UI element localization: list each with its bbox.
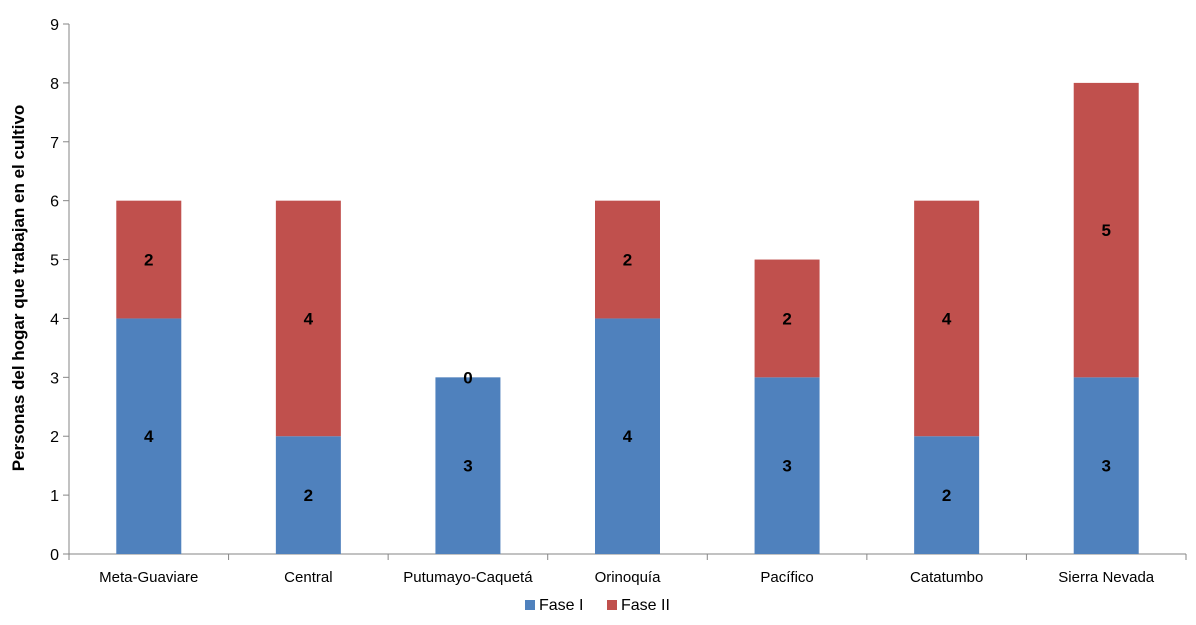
legend-label: Fase I — [539, 597, 583, 614]
x-tick-label: Orinoquía — [595, 569, 662, 586]
axes: 0 1 2 3 4 5 6 7 8 9 Meta-Guaviare Central Putumayo-C… — [50, 17, 1187, 586]
bar-segment-fase-i — [754, 377, 820, 554]
y-tick-label: 9 — [50, 17, 59, 34]
data-label: 4 — [623, 427, 633, 446]
bar-segment-fase-i — [116, 318, 182, 554]
y-axis-label-group: Personas del hogar que trabajan en el cu… — [9, 105, 28, 472]
y-tick-label: 1 — [50, 488, 59, 505]
bar-segment-fase-i — [914, 436, 980, 554]
bar-segment-fase-ii — [275, 200, 341, 437]
data-label: 3 — [782, 457, 791, 476]
legend: Fase I Fase II — [525, 597, 670, 614]
bars — [116, 82, 1139, 554]
bar-segment-fase-i — [595, 318, 660, 554]
data-label: 3 — [1101, 457, 1110, 476]
data-label: 4 — [144, 427, 154, 446]
y-tick-label: 2 — [50, 429, 59, 446]
legend-swatch — [525, 600, 535, 610]
x-tick-label: Sierra Nevada — [1058, 569, 1155, 586]
y-tick-label: 8 — [50, 76, 59, 93]
y-tick-label: 4 — [50, 311, 59, 328]
x-tick-label: Catatumbo — [910, 569, 983, 586]
data-label: 0 — [463, 368, 472, 387]
bar-segment-fase-ii — [754, 259, 820, 378]
x-tick-label: Meta-Guaviare — [99, 569, 198, 586]
bar-segment-fase-ii — [116, 200, 182, 319]
data-label: 2 — [623, 251, 632, 270]
data-label: 2 — [942, 486, 951, 505]
y-tick-label: 6 — [50, 194, 59, 211]
bar-segment-fase-ii — [914, 200, 980, 437]
data-labels: 4 2 2 4 3 0 4 2 3 2 2 4 3 5 — [144, 221, 1111, 505]
legend-label: Fase II — [621, 597, 670, 614]
y-tick-label: 7 — [50, 135, 59, 152]
bar-segment-fase-ii — [595, 200, 660, 319]
y-axis-label: Personas del hogar que trabajan en el cu… — [9, 105, 28, 472]
data-label: 4 — [304, 309, 314, 328]
data-label: 3 — [463, 457, 472, 476]
data-label: 2 — [304, 486, 313, 505]
data-label: 2 — [782, 309, 791, 328]
bar-segment-fase-i — [435, 377, 501, 554]
x-tick-label: Putumayo-Caquetá — [403, 569, 533, 586]
y-tick-label: 3 — [50, 370, 59, 387]
y-tick-label: 0 — [50, 547, 59, 564]
y-tick-label: 5 — [50, 253, 59, 270]
x-tick-label: Pacífico — [760, 569, 813, 586]
bar-segment-fase-i — [275, 436, 341, 554]
data-label: 2 — [144, 251, 153, 270]
legend-swatch — [607, 600, 617, 610]
x-tick-label: Central — [284, 569, 332, 586]
data-label: 5 — [1101, 221, 1110, 240]
bar-segment-fase-ii — [1073, 82, 1139, 378]
data-label: 4 — [942, 309, 952, 328]
bar-segment-fase-i — [1073, 377, 1139, 554]
